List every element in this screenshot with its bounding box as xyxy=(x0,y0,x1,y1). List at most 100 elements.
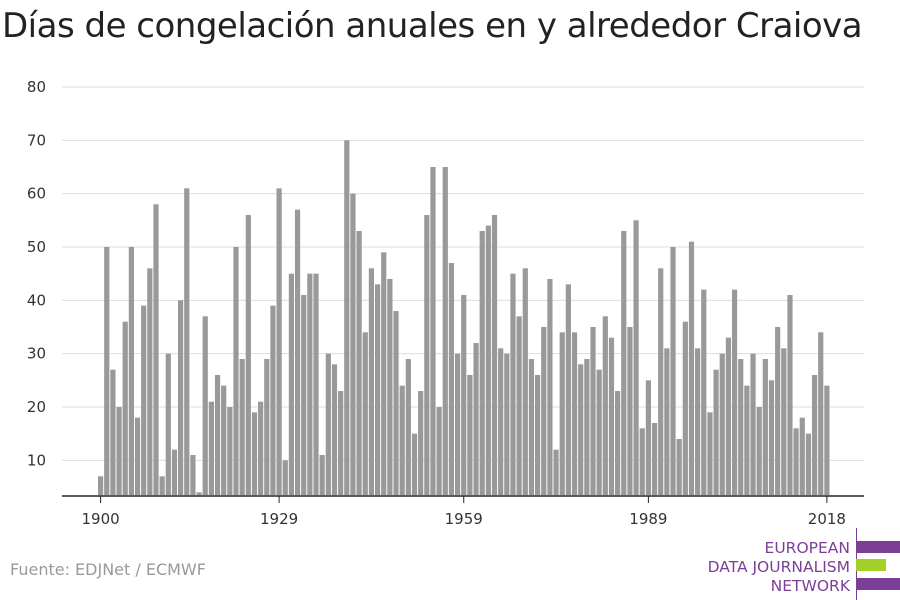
bar-1941 xyxy=(350,193,356,496)
y-tick-label: 70 xyxy=(27,131,46,149)
bar-1971 xyxy=(535,375,541,495)
logo-line-3: NETWORK xyxy=(770,577,850,595)
bar-1944 xyxy=(368,268,375,495)
bar-1990 xyxy=(651,423,658,495)
bar-1953 xyxy=(424,215,430,495)
bar-2000 xyxy=(713,369,719,495)
bar-1920 xyxy=(221,385,227,495)
y-tick-label: 60 xyxy=(27,185,46,203)
bar-1924 xyxy=(245,215,251,495)
bar-1960 xyxy=(467,375,473,495)
bar-2014 xyxy=(799,417,805,495)
logo-bar-1 xyxy=(856,541,900,553)
bar-1906 xyxy=(134,417,141,495)
bar-1928 xyxy=(270,305,276,495)
bar-1917 xyxy=(202,316,208,495)
bar-1972 xyxy=(541,327,547,495)
bar-1926 xyxy=(258,401,264,495)
bar-1943 xyxy=(362,332,368,495)
bar-1955 xyxy=(436,407,442,495)
bar-1973 xyxy=(547,279,553,495)
bar-1969 xyxy=(522,268,528,495)
bar-2003 xyxy=(731,289,738,495)
logo-bar-3 xyxy=(856,578,900,590)
bar-1930 xyxy=(282,460,288,495)
bar-1929 xyxy=(276,188,282,495)
bar-1956 xyxy=(442,167,448,495)
bar-1945 xyxy=(374,284,381,495)
x-tick-label: 1989 xyxy=(629,510,667,528)
bar-1927 xyxy=(264,359,270,495)
bar-1931 xyxy=(288,273,295,495)
bar-1993 xyxy=(670,247,676,495)
bar-2009 xyxy=(768,380,775,495)
y-axis-labels: 10 20 30 40 50 60 70 80 xyxy=(27,78,46,469)
bar-1910 xyxy=(159,476,165,495)
bar-1939 xyxy=(338,391,344,495)
bar-1997 xyxy=(695,348,701,495)
bar-1952 xyxy=(418,391,424,495)
bar-1933 xyxy=(301,295,307,495)
bar-1904 xyxy=(122,321,128,495)
bars xyxy=(98,140,830,496)
bar-1984 xyxy=(615,391,621,495)
bar-1987 xyxy=(633,220,639,495)
bar-1947 xyxy=(387,279,393,495)
bar-1932 xyxy=(294,209,301,496)
bar-1980 xyxy=(590,327,596,495)
bar-1921 xyxy=(227,407,233,495)
bar-1975 xyxy=(559,332,565,495)
bar-1966 xyxy=(504,353,510,495)
logo-line-1: EUROPEAN xyxy=(764,539,850,557)
bar-1913 xyxy=(178,300,184,495)
bar-1977 xyxy=(571,332,578,495)
bar-2007 xyxy=(756,407,762,495)
bar-1923 xyxy=(239,359,245,495)
bar-1907 xyxy=(141,305,147,495)
bar-1911 xyxy=(165,353,171,495)
bar-1970 xyxy=(528,359,535,495)
bar-2001 xyxy=(719,353,725,495)
y-tick-label: 80 xyxy=(27,78,46,96)
y-tick-label: 40 xyxy=(27,291,46,309)
bar-1949 xyxy=(399,385,405,495)
bar-1999 xyxy=(707,412,713,495)
bar-1957 xyxy=(448,263,455,495)
bar-1902 xyxy=(110,369,116,495)
bar-1900 xyxy=(98,476,104,495)
bar-1995 xyxy=(682,321,688,495)
bar-1954 xyxy=(430,167,436,495)
bar-1903 xyxy=(116,407,122,495)
bar-2006 xyxy=(750,353,756,495)
bar-1948 xyxy=(393,311,399,495)
y-tick-label: 50 xyxy=(27,238,46,256)
bar-1950 xyxy=(405,359,411,495)
bar-1925 xyxy=(251,412,258,495)
bar-1983 xyxy=(608,337,615,495)
bar-1951 xyxy=(411,433,418,495)
bar-1998 xyxy=(701,289,707,495)
x-tick-label: 1959 xyxy=(445,510,483,528)
edjnet-logo: EUROPEAN DATA JOURNALISM NETWORK xyxy=(700,535,900,600)
bar-2013 xyxy=(793,428,799,495)
bar-2010 xyxy=(775,327,781,495)
x-tick-label: 1929 xyxy=(260,510,298,528)
bar-1912 xyxy=(171,449,178,495)
bar-1909 xyxy=(153,204,159,495)
bar-1959 xyxy=(461,295,467,495)
bar-1922 xyxy=(233,247,239,495)
bar-1992 xyxy=(664,348,670,495)
bar-1978 xyxy=(578,364,584,495)
bar-1937 xyxy=(325,353,331,495)
bar-2016 xyxy=(811,375,818,495)
logo-line-2: DATA JOURNALISM xyxy=(707,558,850,576)
bar-1968 xyxy=(516,316,522,495)
source-note: Fuente: EDJNet / ECMWF xyxy=(10,560,206,579)
bar-1915 xyxy=(190,455,196,495)
bar-1938 xyxy=(331,364,338,495)
bar-1940 xyxy=(344,140,350,495)
bar-1982 xyxy=(602,316,608,495)
bar-1996 xyxy=(688,241,695,495)
bar-2015 xyxy=(805,433,812,495)
bar-1942 xyxy=(356,231,362,495)
